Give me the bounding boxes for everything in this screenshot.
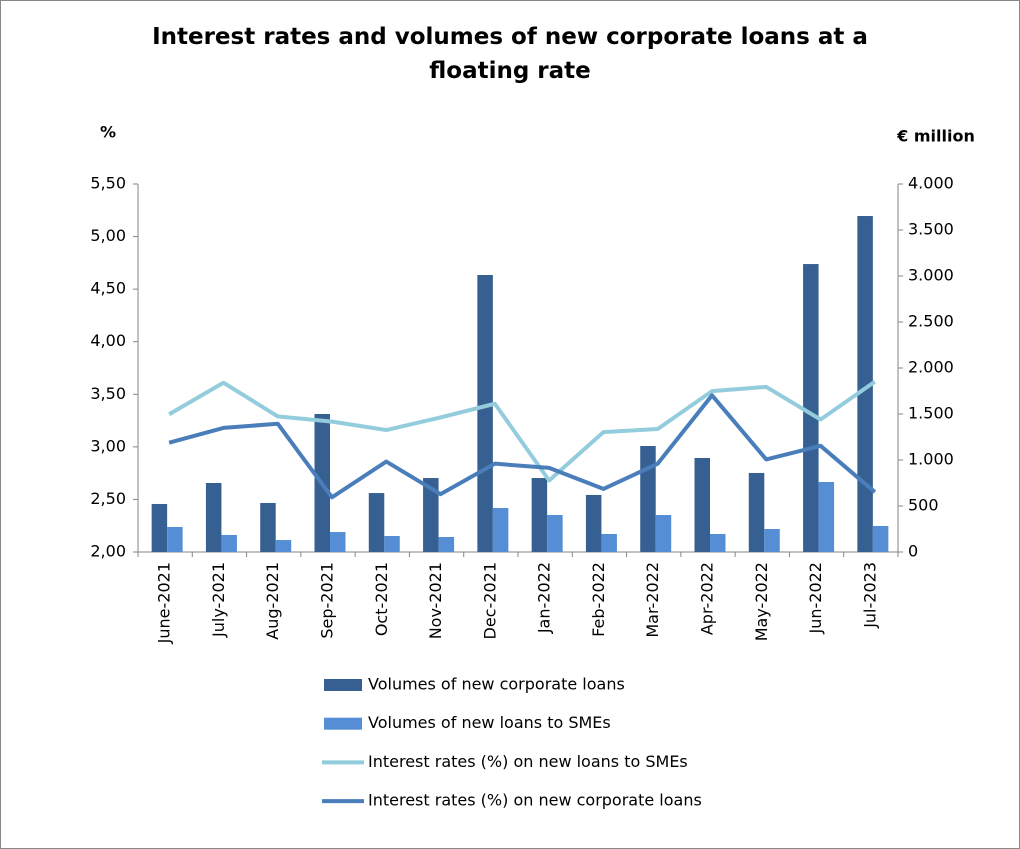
x-tick-label: Dec-2021 [480, 562, 499, 639]
y-tick-label: 2,00 [90, 542, 126, 561]
bar [205, 483, 222, 552]
x-tick-label: Jul-2023 [860, 562, 879, 629]
x-tick-label: Mar-2022 [643, 562, 662, 638]
bar [151, 503, 168, 552]
y2-tick-label: 3.500 [908, 220, 954, 239]
y-tick-label: 3,50 [90, 384, 126, 403]
bar [748, 472, 765, 552]
y2-tick-label: 1.500 [908, 404, 954, 423]
legend-swatch [324, 679, 362, 691]
x-tick-label: Oct-2021 [372, 562, 391, 636]
y2-tick-label: 4.000 [908, 174, 954, 193]
legend-label: Volumes of new corporate loans [368, 675, 625, 694]
bar [384, 535, 400, 552]
y-tick-label: 4,00 [90, 331, 126, 350]
y-tick-label: 4,50 [90, 279, 126, 298]
bar [477, 274, 493, 552]
x-tick-label: Apr-2022 [698, 562, 717, 635]
bar [710, 533, 726, 552]
y-tick-label: 5,50 [90, 174, 126, 193]
x-tick-label: Aug-2021 [263, 562, 282, 640]
y-axis-label: % [100, 123, 116, 142]
x-tick-label: June-2021 [155, 562, 174, 644]
chart-title: Interest rates and volumes of new corpor… [152, 24, 868, 84]
x-tick-label: Jun-2022 [806, 562, 825, 635]
bar [694, 457, 710, 552]
bar [221, 534, 237, 552]
bar [547, 515, 563, 552]
y2-tick-label: 0 [908, 542, 918, 561]
y-tick-label: 2,50 [90, 489, 126, 508]
y2-tick-label: 2.500 [908, 312, 954, 331]
legend-label: Interest rates (%) on new loans to SMEs [368, 752, 688, 771]
bar [275, 540, 292, 552]
legend-label: Interest rates (%) on new corporate loan… [368, 791, 702, 810]
bar [818, 481, 835, 552]
bar [368, 493, 385, 552]
x-tick-label: Jan-2022 [535, 562, 554, 634]
y2-axis-label: € million [896, 127, 975, 146]
y2-tick-label: 1.000 [908, 450, 954, 469]
bar [492, 508, 509, 552]
x-tick-label: May-2022 [752, 562, 771, 641]
y2-tick-label: 500 [908, 496, 939, 515]
bar [585, 494, 602, 552]
bar [423, 478, 439, 552]
y2-tick-label: 2.000 [908, 358, 954, 377]
x-tick-label: Nov-2021 [426, 562, 445, 639]
bar [803, 264, 819, 552]
x-tick-label: Feb-2022 [589, 562, 608, 637]
line [168, 393, 877, 500]
bar [857, 216, 873, 553]
x-tick-label: Sep-2021 [318, 562, 337, 639]
line [168, 380, 877, 483]
x-tick-label: July-2021 [209, 562, 228, 638]
bar [260, 502, 276, 552]
bar [764, 529, 780, 552]
bar [601, 533, 617, 552]
bar [640, 446, 656, 552]
bar [167, 526, 183, 552]
bar [330, 532, 346, 552]
y-tick-label: 3,00 [90, 436, 126, 455]
bar [655, 515, 672, 552]
y2-tick-label: 3.000 [908, 266, 954, 285]
y-tick-label: 5,00 [90, 226, 126, 245]
legend-swatch [324, 717, 362, 730]
legend-label: Volumes of new loans to SMEs [368, 713, 611, 732]
bar [872, 525, 889, 552]
bar [438, 537, 455, 552]
bar [531, 478, 548, 552]
